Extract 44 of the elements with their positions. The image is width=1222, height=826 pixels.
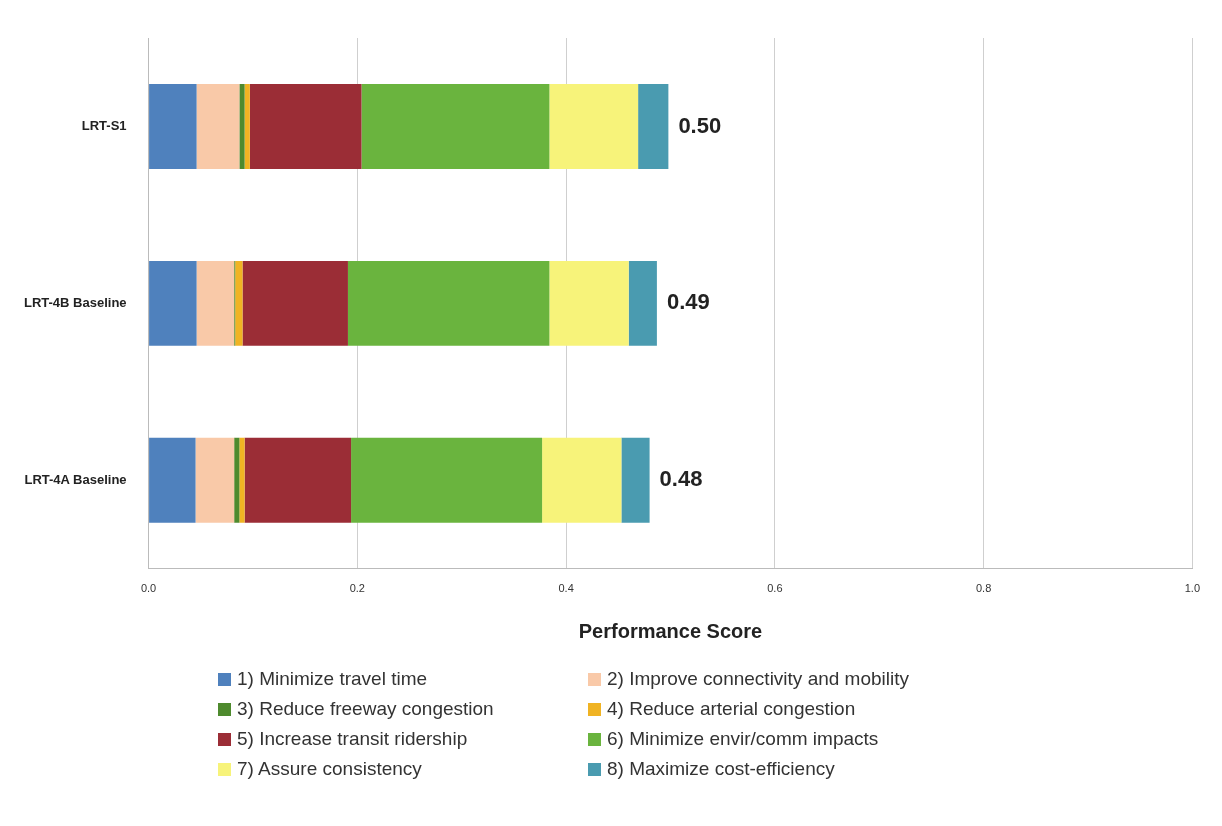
legend-label: 2) Improve connectivity and mobility xyxy=(607,668,910,690)
legend-label: 1) Minimize travel time xyxy=(237,668,428,690)
total-label: 0.50 xyxy=(678,112,722,138)
bar xyxy=(239,437,245,523)
bar xyxy=(244,84,250,169)
bar xyxy=(249,84,362,169)
bar xyxy=(361,84,550,169)
bar xyxy=(638,84,669,169)
legend-label: 6) Minimize envir/comm impacts xyxy=(607,728,879,750)
bar xyxy=(242,260,348,346)
x-tick-label: 0.2 xyxy=(349,582,365,595)
bar xyxy=(195,437,235,523)
total-label: 0.49 xyxy=(666,289,710,315)
legend-label: 3) Reduce freeway congestion xyxy=(237,698,494,720)
bar xyxy=(351,437,543,523)
x-tick-label: 0.8 xyxy=(975,582,992,595)
total-label: 0.48 xyxy=(659,466,703,492)
x-tick-label: 0.4 xyxy=(558,582,574,595)
x-tick-label: 0.6 xyxy=(767,582,783,595)
bar xyxy=(542,437,622,523)
bar xyxy=(549,84,639,169)
y-tick-label: LRT-4A Baseline xyxy=(24,471,127,487)
legend-label: 8) Maximize cost-efficiency xyxy=(607,758,835,780)
legend-label: 5) Increase transit ridership xyxy=(237,728,468,750)
bar xyxy=(196,84,240,169)
bar xyxy=(149,84,197,169)
legend-label: 4) Reduce arterial congestion xyxy=(607,698,856,720)
legend-label: 7) Assure consistency xyxy=(237,758,422,780)
y-tick-label: LRT-4B Baseline xyxy=(23,294,127,310)
bar xyxy=(621,437,650,523)
x-tick-label: 0.0 xyxy=(140,582,157,595)
bar xyxy=(239,84,245,169)
bar xyxy=(628,260,657,346)
x-axis-title: Performance Score xyxy=(578,619,763,642)
bar xyxy=(149,437,196,523)
y-tick-label: LRT-S1 xyxy=(81,118,127,134)
bar xyxy=(235,260,243,346)
bar xyxy=(234,437,240,523)
x-tick-label: 1.0 xyxy=(1184,582,1200,595)
bar xyxy=(347,260,550,346)
bar xyxy=(196,260,235,346)
bar xyxy=(244,437,352,523)
bar xyxy=(549,260,629,346)
bar xyxy=(149,260,197,346)
